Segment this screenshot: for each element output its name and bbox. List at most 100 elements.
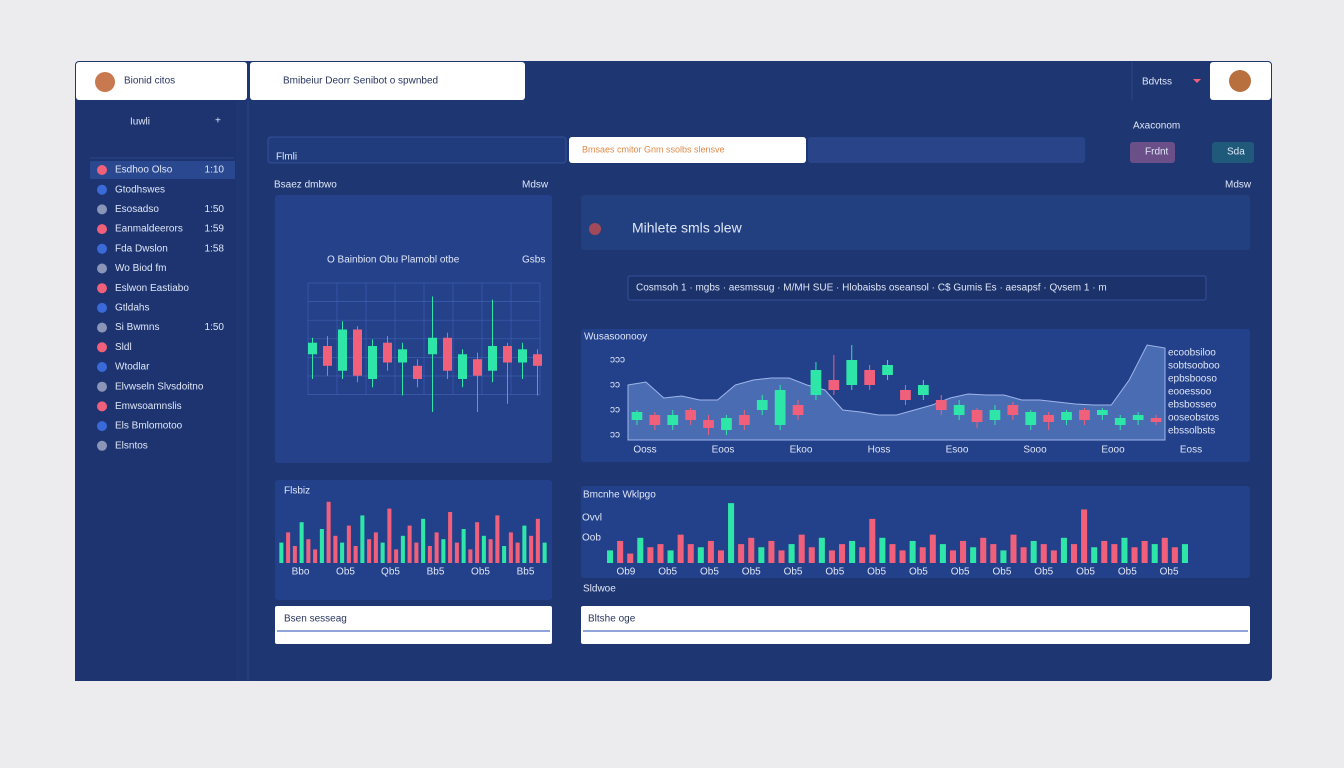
volume-panel — [581, 486, 1250, 578]
volume-bar — [667, 550, 674, 563]
candle-body — [1132, 415, 1144, 420]
item-label[interactable]: Esdhoo Olso — [115, 165, 173, 176]
candle-body — [828, 380, 840, 390]
volume-bar — [889, 544, 896, 563]
volume-bar — [808, 547, 815, 563]
x-tick-label: Qb5 — [381, 567, 400, 578]
user-box[interactable] — [76, 62, 247, 100]
volume-bar — [717, 550, 725, 563]
volume-title: Bmcnhe Wklpgo — [583, 490, 656, 501]
volume-bar — [306, 539, 311, 563]
legend-entry: eooessoo — [1168, 387, 1212, 398]
item-label[interactable]: Sldl — [115, 342, 132, 353]
volume-bar — [340, 542, 345, 563]
item-icon — [97, 381, 107, 392]
x-tick-label: Ob5 — [909, 567, 928, 578]
candle-body — [917, 385, 929, 395]
volume-bar — [1131, 547, 1138, 563]
volume-bar — [607, 550, 614, 563]
item-icon — [97, 184, 107, 195]
button[interactable] — [1130, 142, 1175, 163]
x-tick-label: Ekoo — [790, 445, 813, 456]
volume-bar — [495, 515, 500, 563]
candle-body — [953, 405, 965, 415]
legend-entry: sobtsooboo — [1168, 361, 1220, 372]
candle-body — [368, 346, 377, 379]
item-icon — [97, 401, 107, 412]
item-label[interactable]: Wo Biod fm — [115, 263, 167, 274]
chart-side: Gsbs — [522, 255, 545, 266]
chart-panel — [275, 195, 552, 463]
volume-bar — [326, 501, 331, 563]
x-tick-label: Ob5 — [1034, 567, 1053, 578]
volume-bar — [488, 539, 493, 563]
sidebar-add[interactable]: + — [215, 116, 221, 127]
chart-title: Wusasoonooy — [584, 332, 647, 343]
volume-bar — [441, 539, 446, 563]
volume-bar — [299, 522, 304, 563]
banner[interactable] — [569, 137, 806, 163]
account-name[interactable]: Bdvtss — [1142, 77, 1172, 88]
title-panel — [581, 195, 1250, 250]
item-label[interactable]: Gtodhswes — [115, 184, 165, 195]
candle-body — [398, 349, 407, 363]
item-label[interactable]: Els Bmlomotoo — [115, 421, 183, 432]
volume-bar — [707, 540, 714, 563]
volume-bar — [909, 540, 916, 563]
item-label[interactable]: Gtldahs — [115, 303, 149, 314]
x-tick-label: Bb5 — [517, 567, 535, 578]
volume-bar — [1111, 544, 1118, 563]
panel-side: Mdsw — [522, 180, 549, 191]
volume-bar — [929, 534, 936, 563]
search-text: Bmibeiur Deorr Senibot o spwnbed — [283, 76, 438, 87]
field[interactable] — [267, 136, 567, 164]
search-box[interactable] — [250, 62, 525, 100]
volume-bar — [414, 542, 419, 563]
item-label[interactable]: Fda Dwslon — [115, 243, 168, 254]
volume-bar — [970, 547, 977, 563]
avatar[interactable] — [1229, 70, 1251, 92]
button[interactable] — [1212, 142, 1254, 163]
volume-bar — [849, 540, 856, 563]
volume-bar — [522, 525, 527, 563]
item-icon — [97, 263, 107, 274]
account-icon[interactable] — [1193, 79, 1201, 83]
footer-bar — [581, 606, 1250, 644]
chart-title: O Bainbion Obu Plamobl otbe — [327, 255, 460, 266]
x-tick-label: Ob5 — [825, 567, 844, 578]
x-tick-label: Esoo — [946, 445, 969, 456]
candle-body — [1114, 418, 1126, 425]
volume-bar — [657, 544, 664, 563]
item-label[interactable]: Esosadso — [115, 204, 159, 215]
volume-bar — [508, 532, 513, 563]
volume-bar — [542, 542, 547, 563]
field[interactable] — [808, 137, 1085, 163]
avatar[interactable] — [95, 72, 115, 92]
user-name: Bionid citos — [124, 76, 175, 87]
volume-bar — [535, 518, 540, 563]
volume-bar — [421, 518, 426, 563]
info-bar — [627, 275, 1207, 301]
volume-bar — [1141, 540, 1148, 563]
x-tick-label: Eoss — [1180, 445, 1202, 456]
item-label[interactable]: Eanmaldeerors — [115, 224, 183, 235]
button-label[interactable]: Frdnt — [1145, 147, 1169, 158]
x-tick-label: Ob9 — [616, 567, 635, 578]
x-tick-label: Ob5 — [471, 567, 490, 578]
item-label[interactable]: Wtodlar — [115, 362, 150, 373]
item-label[interactable]: Elvwseln Slvsdoitno — [115, 381, 204, 392]
volume-bar — [448, 512, 453, 563]
item-label[interactable]: Emwsoamnslis — [115, 401, 182, 412]
x-tick-label: Ob5 — [867, 567, 886, 578]
volume-bar — [1151, 544, 1158, 563]
item-label[interactable]: Elsntos — [115, 440, 148, 451]
field-text: Flmli — [276, 152, 297, 163]
volume-bar — [529, 535, 534, 563]
button-label[interactable]: Sda — [1227, 147, 1245, 158]
item-label[interactable]: Eslwon Eastiabo — [115, 283, 189, 294]
volume-bar — [1060, 537, 1067, 563]
item-icon — [97, 322, 107, 333]
candle-body — [488, 346, 497, 371]
volume-bar — [778, 550, 785, 563]
item-label[interactable]: Si Bwmns — [115, 322, 159, 333]
